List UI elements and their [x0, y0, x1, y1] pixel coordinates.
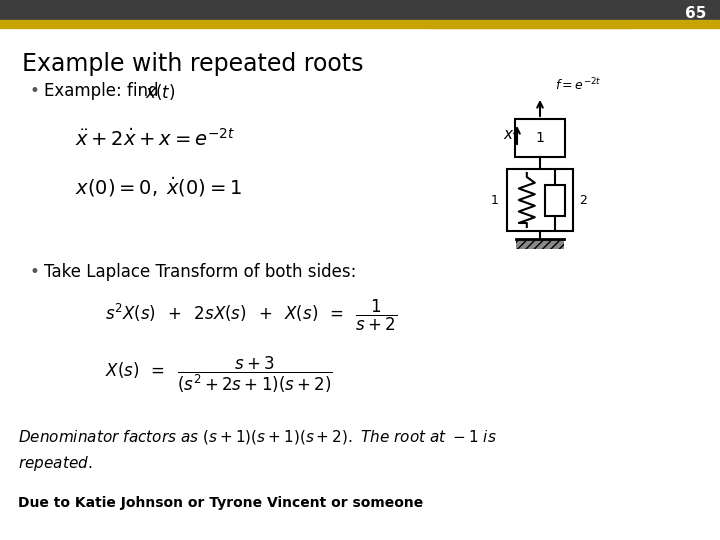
Bar: [0, 0, 720, 20]
Bar: [545, 185, 565, 215]
Text: Example: find: Example: find: [44, 82, 163, 100]
Text: $f=e^{-2t}$: $f=e^{-2t}$: [555, 77, 602, 93]
Text: •: •: [30, 82, 40, 100]
Text: 2: 2: [579, 193, 587, 206]
Text: $X(s)\;\;=\;\;\dfrac{s+3}{(s^2+2s+1)(s+2)}$: $X(s)\;\;=\;\;\dfrac{s+3}{(s^2+2s+1)(s+2…: [105, 355, 333, 395]
Bar: [430, 0, 630, 20]
Bar: [516, 239, 564, 249]
Text: $x$: $x$: [503, 127, 515, 142]
Text: $\ddot{x}+2\dot{x}+x=e^{-2t}$: $\ddot{x}+2\dot{x}+x=e^{-2t}$: [75, 128, 235, 150]
Bar: [0, 20, 720, 28]
Bar: [430, 20, 630, 28]
Bar: [515, 119, 565, 157]
Text: $s^2X(s)\;\;+\;\;2sX(s)\;\;+\;\;X(s)\;\;=\;\;\dfrac{1}{s+2}$: $s^2X(s)\;\;+\;\;2sX(s)\;\;+\;\;X(s)\;\;…: [105, 298, 397, 333]
Text: $\mathit{repeated.}$: $\mathit{repeated.}$: [18, 454, 92, 473]
Text: $x(t)$: $x(t)$: [145, 82, 176, 102]
Text: Due to Katie Johnson or Tyrone Vincent or someone: Due to Katie Johnson or Tyrone Vincent o…: [18, 496, 423, 510]
Text: 1: 1: [536, 131, 544, 145]
Text: Example with repeated roots: Example with repeated roots: [22, 52, 364, 76]
Text: 1: 1: [491, 193, 499, 206]
Bar: [507, 169, 573, 231]
Text: $x(0)=0,\;\dot{x}(0)=1$: $x(0)=0,\;\dot{x}(0)=1$: [75, 175, 242, 199]
Text: Take Laplace Transform of both sides:: Take Laplace Transform of both sides:: [44, 263, 356, 281]
Text: •: •: [30, 263, 40, 281]
Text: $\mathit{Denominator\ factors\ as\ (s+1)(s+1)(s+2).\ The\ root\ at\ -1\ is}$: $\mathit{Denominator\ factors\ as\ (s+1)…: [18, 428, 497, 446]
Text: 65: 65: [685, 5, 706, 21]
